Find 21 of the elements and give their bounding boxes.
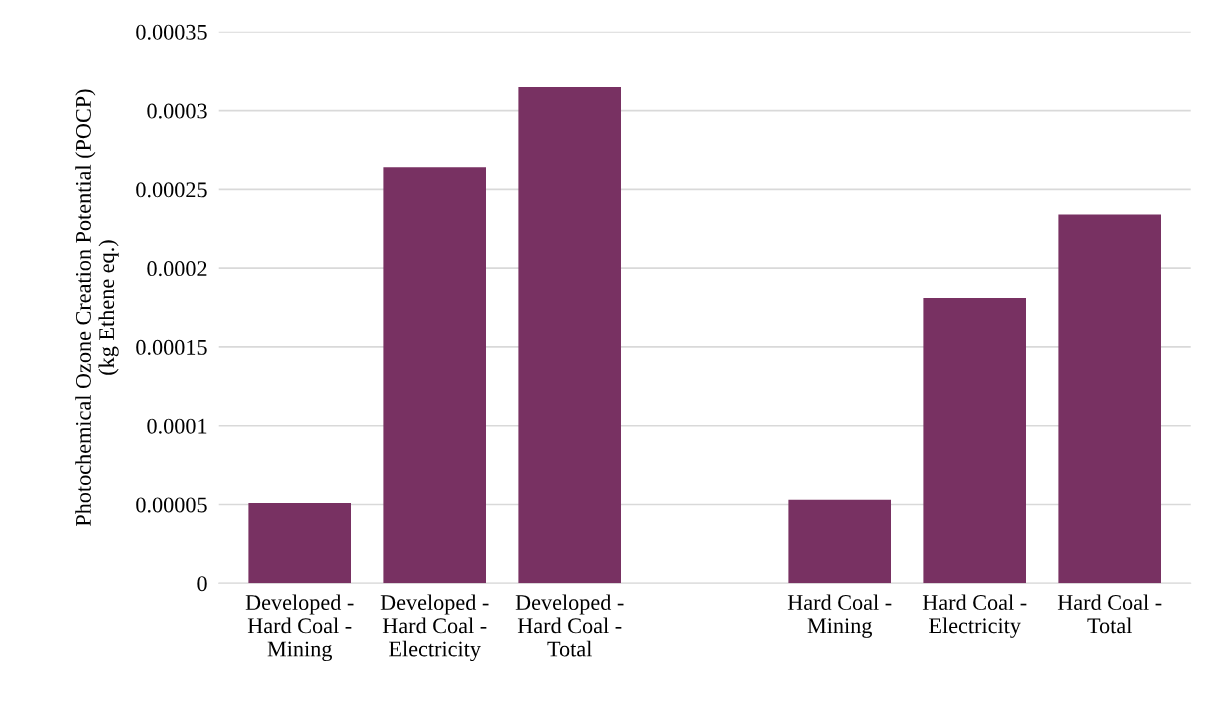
bar [383, 167, 486, 584]
y-tick-label: 0.0002 [147, 261, 207, 277]
x-tick-label: Developed - Hard Coal - Electricity [380, 594, 489, 662]
x-tick-label: Hard Coal - Electricity [922, 594, 1027, 638]
x-tick-label: Developed - Hard Coal - Mining [245, 594, 354, 662]
y-tick-label: 0.00015 [136, 339, 207, 355]
x-tick-label: Hard Coal - Total [1057, 594, 1162, 634]
y-tick-label: 0.00005 [136, 497, 207, 513]
y-tick-label: 0.0001 [147, 418, 207, 434]
bar [923, 298, 1026, 584]
y-tick-label: 0.00025 [136, 182, 207, 198]
bar [248, 502, 351, 584]
y-tick-label: 0 [197, 576, 207, 592]
bar [1058, 214, 1161, 584]
y-tick-label: 0.0003 [147, 103, 207, 119]
y-axis-title: Photochemical Ozone Creation Potential (POCP) (kg Ethene eq.) [75, 89, 119, 527]
x-tick-label: Hard Coal - Mining [787, 594, 892, 638]
y-tick-label: 0.00035 [136, 24, 207, 40]
bar [518, 86, 621, 584]
x-tick-label: Developed - Hard Coal - Total [515, 594, 624, 657]
bar [788, 499, 891, 584]
